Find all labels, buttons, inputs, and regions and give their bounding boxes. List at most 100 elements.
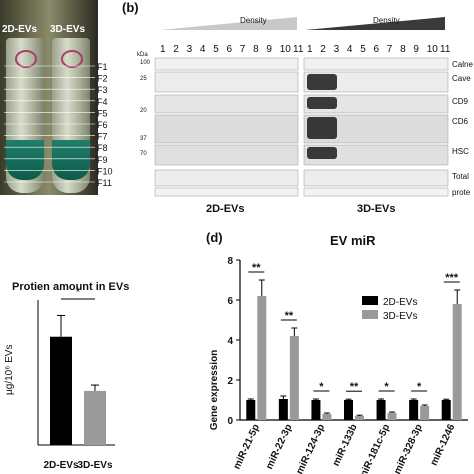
blot-strip-3d (303, 71, 449, 93)
chart-d-title: EV miR (330, 233, 376, 248)
lane-number: 9 (413, 44, 419, 55)
kda-marker: 20 (140, 108, 147, 114)
chart-d-sig: ** (252, 262, 261, 274)
chart-d-ytick-label: 2 (227, 376, 233, 387)
chart-d-legend-swatch (362, 310, 378, 319)
blot-strip-2d (154, 144, 299, 166)
blot-row-label: Cave (452, 74, 471, 83)
chart-d-bar (376, 400, 386, 420)
panel-d-label: (d) (206, 230, 223, 245)
fraction-label: F1 (97, 62, 108, 72)
chart-d-sig: * (417, 381, 422, 393)
fraction-label: F9 (97, 155, 108, 165)
blot-band (307, 117, 337, 139)
western-blot-rows: Calne Cave CD9 CD6 HSC Total prote 100 25 20 37 70 (140, 57, 473, 197)
chart-d-sig: ** (350, 381, 359, 393)
lane-number: 4 (347, 44, 353, 55)
lane-number: 10 (280, 44, 292, 55)
blot-strip-3d (303, 187, 449, 197)
blot-strip-3d (303, 94, 449, 114)
lane-numbers-2d: 1 2 3 4 5 6 7 8 9 10 11 (160, 44, 304, 55)
panel-a-photo: 2D-EVs 3D-EVs (0, 0, 98, 195)
lane-number: 8 (253, 44, 259, 55)
density-wedge-right (305, 17, 445, 30)
lane-number: 8 (400, 44, 406, 55)
blot-row-label: Calne (452, 60, 473, 69)
blot-group-3d: 3D-EVs (357, 203, 396, 215)
lane-number: 9 (266, 44, 272, 55)
chart-d-category: miR-181c-5p (357, 423, 392, 474)
chart-d-sig: *** (445, 272, 459, 284)
chart-c-ylabel: µg/10⁶ EVs (4, 345, 15, 395)
blot-row-label: HSC (452, 147, 469, 156)
blot-group-2d: 2D-EVs (206, 203, 245, 215)
chart-d-ytick-label: 4 (227, 336, 233, 347)
chart-c-bar (50, 336, 72, 445)
chart-d-ytick-label: 8 (227, 256, 233, 267)
blot-strip-3d (303, 169, 449, 187)
tube-2d-cap-mark (15, 50, 37, 68)
chart-d-legend-swatch (362, 296, 378, 305)
fraction-label: F2 (97, 74, 108, 84)
kda-marker: 37 (140, 136, 147, 142)
kda-marker: 70 (140, 151, 147, 157)
kda-marker: 25 (140, 76, 147, 82)
blot-strip-2d (154, 169, 299, 187)
blot-strip-2d (154, 114, 299, 144)
chart-d-sig: * (319, 381, 324, 393)
fraction-label: F11 (97, 178, 112, 188)
tube-3d-green-band (52, 140, 90, 180)
chart-d-bar (311, 400, 321, 420)
fraction-label: F8 (97, 143, 108, 153)
fraction-label: F3 (97, 85, 108, 95)
lane-number: 1 (307, 44, 313, 55)
protein-amount-chart: Protien amount in EVs µg/10⁶ EVs 2D-EVs3… (4, 281, 129, 471)
blot-row-label: CD6 (452, 117, 469, 126)
tube-2d-green-band (6, 140, 44, 180)
lane-numbers-3d: 1 2 3 4 5 6 7 8 9 10 11 (307, 44, 451, 55)
lane-number: 7 (387, 44, 393, 55)
chart-d-category: miR-21-5p (232, 423, 262, 471)
blot-strip-2d (154, 71, 299, 93)
blot-strip-3d (303, 144, 449, 166)
ev-mir-chart: (d) EV miR Gene expression 02468**miR-21… (206, 230, 468, 474)
blot-band (307, 147, 337, 159)
fraction-label: F5 (97, 108, 108, 118)
lane-number: 4 (200, 44, 206, 55)
lane-number: 2 (173, 44, 179, 55)
chart-d-category: miR-124-3p (294, 423, 327, 474)
lane-number: 10 (427, 44, 439, 55)
chart-d-legend-label: 2D-EVs (383, 297, 417, 308)
lane-number: 6 (227, 44, 233, 55)
fraction-label: F6 (97, 120, 108, 130)
fraction-label: F4 (97, 97, 108, 107)
tube-3d-cap-mark (61, 50, 83, 68)
blot-band (307, 74, 337, 90)
chart-d-bar (420, 406, 430, 420)
tube-2d (6, 38, 44, 193)
lane-number: 3 (334, 44, 340, 55)
blot-row-label: CD9 (452, 97, 469, 106)
density-label-left: Density (240, 16, 267, 25)
blot-strip-3d (303, 57, 449, 71)
chart-d-bar (289, 336, 299, 420)
lane-number: 6 (374, 44, 380, 55)
tube-3d (52, 38, 90, 193)
chart-d-bar (246, 400, 256, 420)
fraction-label: F10 (97, 166, 113, 176)
chart-d-category: miR-328-3p (392, 423, 425, 474)
chart-d-bar (322, 414, 332, 420)
chart-d-category: miR-133b (331, 423, 360, 468)
tube-label-2d: 2D-EVs (2, 24, 38, 35)
panel-b-label: (b) (122, 0, 139, 15)
kda-label: kDa (137, 52, 148, 58)
fraction-label: F7 (97, 132, 108, 142)
lane-number: 11 (293, 44, 304, 55)
chart-d-bar (355, 416, 364, 420)
chart-d-bar (278, 399, 288, 420)
lane-number: 7 (240, 44, 246, 55)
chart-d-sig: * (384, 381, 389, 393)
tube-label-3d: 3D-EVs (50, 24, 86, 35)
